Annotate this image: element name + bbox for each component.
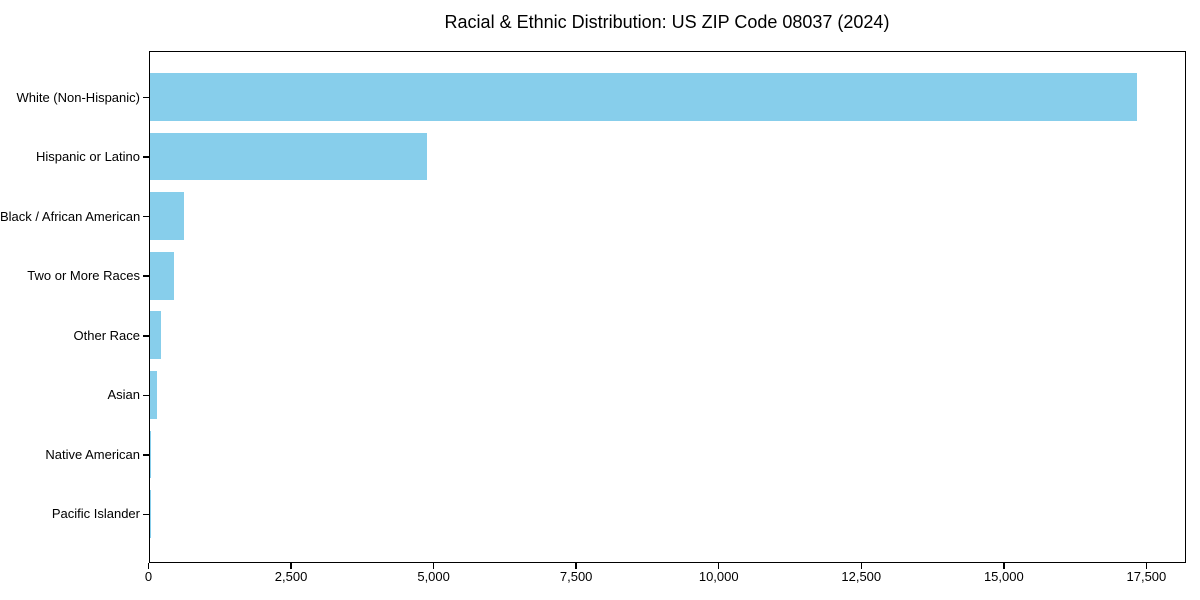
x-tick-label-7500: 7,500 (559, 569, 593, 584)
x-tick-mark (432, 563, 435, 569)
bar-asian (149, 371, 157, 419)
y-tick-mark (143, 335, 149, 337)
x-tick-mark (1003, 563, 1005, 569)
y-tick-mark (143, 96, 149, 99)
x-tick-label-15000: 15,000 (983, 569, 1024, 584)
y-tick-label-two-or-more-races: Two or More Races (27, 268, 140, 284)
y-tick-label-pacific-islander: Pacific Islander (51, 506, 140, 522)
x-tick-mark (1145, 563, 1148, 569)
x-tick-label-10000: 10,000 (698, 569, 739, 584)
y-tick-mark (143, 275, 149, 277)
y-tick-mark (143, 394, 149, 397)
y-tick-mark (143, 156, 149, 158)
y-tick-label-asian: Asian (107, 387, 140, 403)
bar-other-race (149, 311, 161, 360)
y-tick-label-white-non-hispanic: White (Non-Hispanic) (16, 89, 140, 105)
y-tick-label-other-race: Other Race (73, 327, 140, 343)
x-tick-label-5000: 5,000 (417, 569, 450, 584)
x-tick-mark (290, 563, 292, 569)
x-tick-label-17500: 17,500 (1126, 569, 1167, 584)
x-tick-mark (717, 563, 720, 569)
bar-hispanic-or-latino (149, 132, 428, 181)
y-tick-mark (143, 454, 149, 456)
x-tick-mark (860, 563, 863, 569)
bar-two-or-more-races (149, 251, 175, 300)
x-tick-mark (575, 563, 577, 569)
x-tick-mark (147, 563, 150, 569)
bar-white-non-hispanic (149, 73, 1138, 121)
x-tick-label-12500: 12,500 (841, 569, 882, 584)
bars-container (149, 52, 1185, 562)
x-tick-label-2500: 2,500 (274, 569, 308, 584)
y-tick-mark (143, 513, 149, 516)
y-tick-label-black-african-american: Black / African American (0, 208, 141, 224)
chart-title: Racial & Ethnic Distribution: US ZIP Cod… (444, 12, 890, 32)
plot-area (148, 51, 1186, 563)
y-tick-label-hispanic-or-latino: Hispanic or Latino (35, 149, 140, 165)
bar-native-american (149, 430, 151, 479)
y-tick-label-native-american: Native American (45, 447, 140, 463)
y-tick-mark (143, 215, 149, 218)
bar-black-african-american (149, 192, 184, 240)
x-tick-label-0: 0 (144, 569, 153, 584)
